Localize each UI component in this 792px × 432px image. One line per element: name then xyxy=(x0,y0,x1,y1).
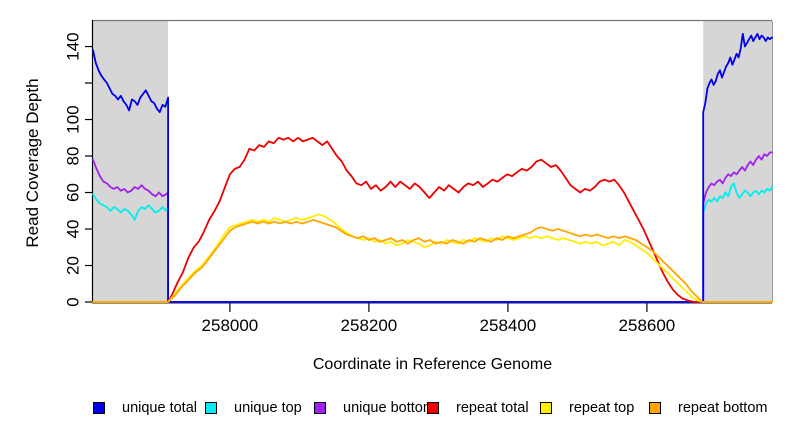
legend-label: repeat top xyxy=(569,400,635,416)
series-line-repeat-top xyxy=(92,213,773,303)
legend-swatch-icon xyxy=(93,402,105,414)
legend-label: unique top xyxy=(234,400,302,416)
y-tick-label: 100 xyxy=(63,105,82,133)
y-tick-label: 20 xyxy=(63,256,82,275)
legend-swatch-icon xyxy=(427,402,439,414)
legend-item-unique-top: unique top xyxy=(205,400,302,416)
series-line-repeat-bottom xyxy=(92,218,773,303)
legend-item-repeat-total: repeat total xyxy=(427,400,529,416)
legend-label: repeat bottom xyxy=(678,400,768,416)
y-tick-label: 140 xyxy=(63,32,82,60)
x-axis-title: Coordinate in Reference Genome xyxy=(312,356,553,373)
legend-swatch-icon xyxy=(540,402,552,414)
legend-swatch-icon xyxy=(314,402,326,414)
shaded-region xyxy=(93,21,169,302)
legend-label: repeat total xyxy=(456,400,529,416)
legend-item-unique-total: unique total xyxy=(93,400,197,416)
y-tick-label: 0 xyxy=(63,297,82,306)
series-line-repeat-total xyxy=(92,136,773,303)
y-tick-label: 60 xyxy=(63,183,82,202)
legend-swatch-icon xyxy=(205,402,217,414)
legend-label: unique bottom xyxy=(343,400,435,416)
y-axis-title: Read Coverage Depth xyxy=(23,78,42,248)
shaded-region xyxy=(703,21,772,302)
legend-label: unique total xyxy=(122,400,197,416)
legend-item-repeat-bottom: repeat bottom xyxy=(649,400,768,416)
x-tick-label: 258200 xyxy=(341,316,398,335)
x-tick-label: 258000 xyxy=(202,316,259,335)
series-line-unique-total xyxy=(92,32,773,303)
series-line-unique-bottom xyxy=(92,151,773,303)
legend-item-unique-bottom: unique bottom xyxy=(314,400,435,416)
legend-item-repeat-top: repeat top xyxy=(540,400,635,416)
x-tick-label: 258600 xyxy=(619,316,676,335)
legend-swatch-icon xyxy=(649,402,661,414)
x-tick-label: 258400 xyxy=(480,316,537,335)
y-tick-label: 80 xyxy=(63,147,82,166)
y-tick-label: 40 xyxy=(63,220,82,239)
